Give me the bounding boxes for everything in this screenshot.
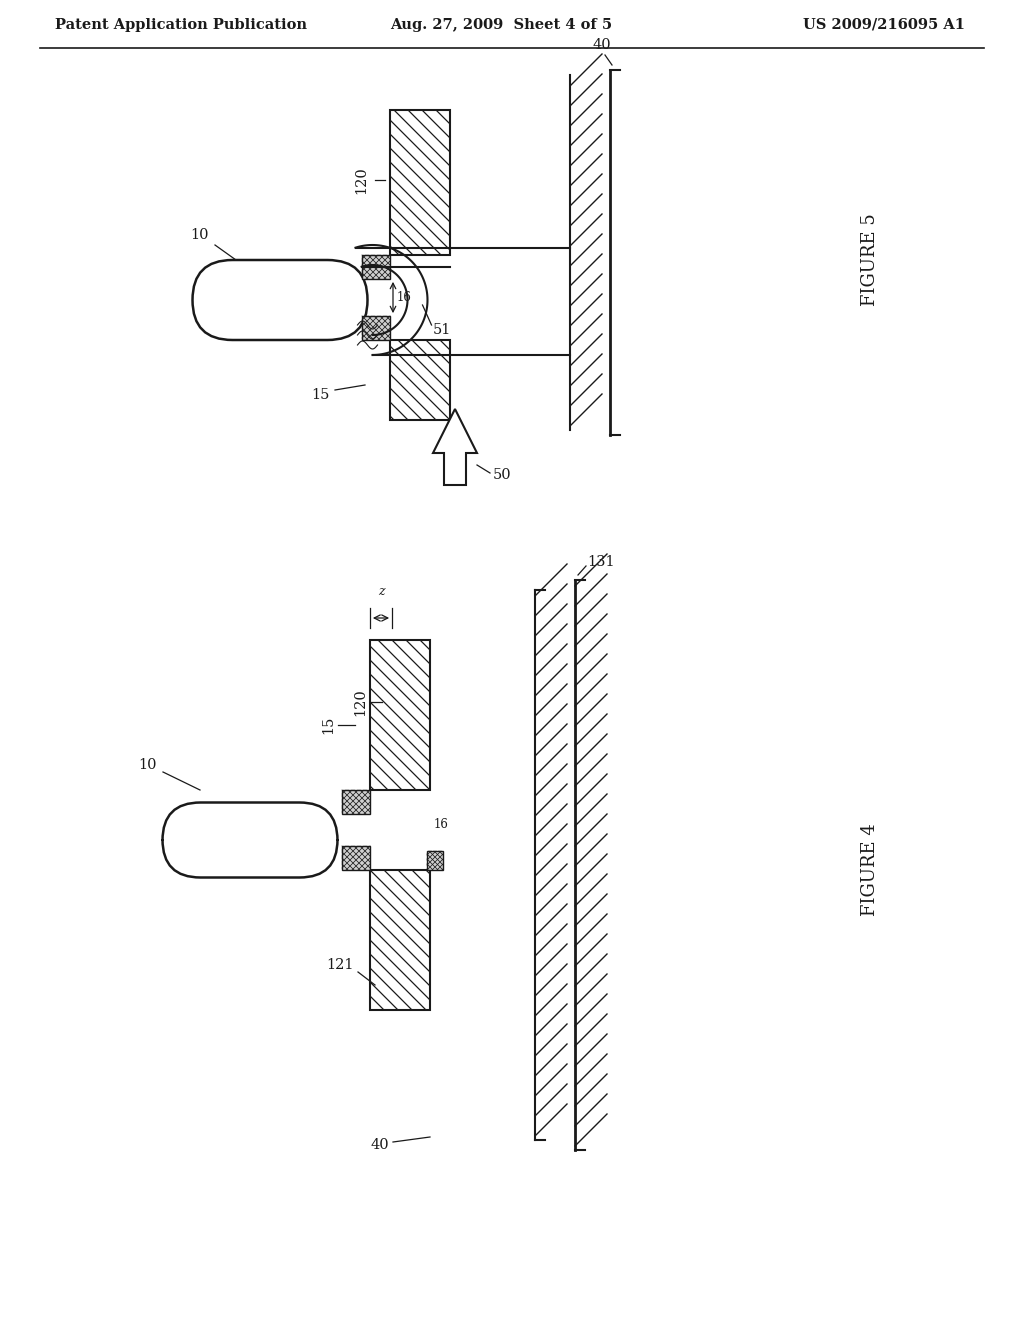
- FancyBboxPatch shape: [193, 260, 368, 341]
- Bar: [390, 341, 450, 420]
- Text: 121: 121: [327, 958, 353, 972]
- Text: 120: 120: [353, 688, 367, 715]
- Text: US 2009/216095 A1: US 2009/216095 A1: [803, 18, 965, 32]
- Text: 40: 40: [593, 38, 611, 51]
- Text: Patent Application Publication: Patent Application Publication: [55, 18, 307, 32]
- Text: 10: 10: [138, 758, 158, 772]
- Text: Aug. 27, 2009  Sheet 4 of 5: Aug. 27, 2009 Sheet 4 of 5: [390, 18, 612, 32]
- Bar: [390, 110, 450, 255]
- Text: 50: 50: [493, 469, 512, 482]
- FancyBboxPatch shape: [163, 803, 338, 878]
- Text: 16: 16: [434, 818, 449, 832]
- Text: 15: 15: [311, 388, 329, 403]
- Bar: [370, 870, 430, 1010]
- Polygon shape: [433, 409, 477, 484]
- Text: 40: 40: [371, 1138, 389, 1152]
- Bar: [362, 315, 390, 341]
- Bar: [342, 789, 370, 814]
- Text: 51: 51: [432, 323, 451, 337]
- Bar: [362, 255, 390, 279]
- Text: FIGURE 5: FIGURE 5: [861, 214, 879, 306]
- Bar: [342, 846, 370, 870]
- Text: FIGURE 4: FIGURE 4: [861, 824, 879, 916]
- Text: 120: 120: [354, 166, 368, 194]
- Text: 131: 131: [587, 554, 614, 569]
- Text: 15: 15: [321, 715, 335, 734]
- Text: 10: 10: [190, 228, 209, 242]
- Bar: [370, 640, 430, 789]
- Text: 16: 16: [397, 290, 412, 304]
- Bar: [427, 851, 443, 870]
- Text: z: z: [378, 585, 384, 598]
